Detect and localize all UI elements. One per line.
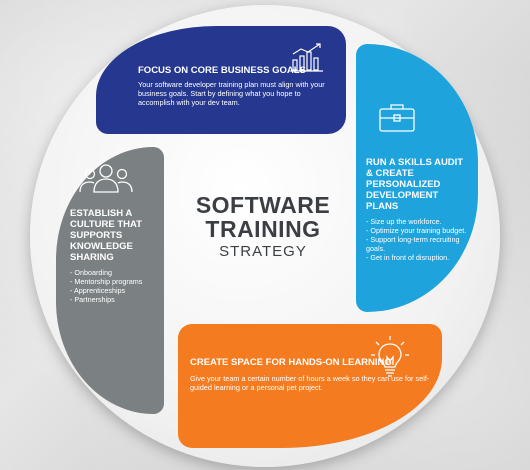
list-item: - Support long-term recruiting goals. [366,234,460,253]
list-item: - Mentorship programs [70,276,143,286]
segment-title: RUN A SKILLS AUDIT & CREATE PERSONALIZED… [366,157,464,212]
segment-focus-goals: FOCUS ON CORE BUSINESS GOALS Your softwa… [96,26,346,134]
segment-body: Give your team a certain number of hours… [190,373,430,392]
segment-body: Your software developer training plan mu… [138,79,325,107]
lightbulb-icon [371,336,409,377]
title-line-3: STRATEGY [219,243,307,261]
list-item: - Size up the workforce. [366,216,442,226]
team-icon [79,164,133,193]
center-title: SOFTWARE TRAINING STRATEGY [168,193,358,260]
title-line-2: TRAINING [205,216,321,243]
bar-chart-icon [291,43,323,72]
list-item: - Partnerships [70,294,115,304]
list-item: - Optimize your training budget. [366,225,467,235]
list-item: - Onboarding [70,267,112,277]
list-item: - Get in front of disruption. [366,252,450,262]
title-line-1: SOFTWARE [195,192,331,218]
segment-list: - Onboarding - Mentorship programs - App… [70,268,160,304]
segment-title: FOCUS ON CORE BUSINESS GOALS [138,65,306,76]
segment-title: ESTABLISH A CULTURE THAT SUPPORTS KNOWLE… [70,208,142,263]
list-item: - Apprenticeships [70,285,126,295]
segment-list: - Size up the workforce. - Optimize your… [366,217,472,262]
briefcase-icon [379,104,415,132]
segment-title: CREATE SPACE FOR HANDS-ON LEARNING [190,357,392,368]
